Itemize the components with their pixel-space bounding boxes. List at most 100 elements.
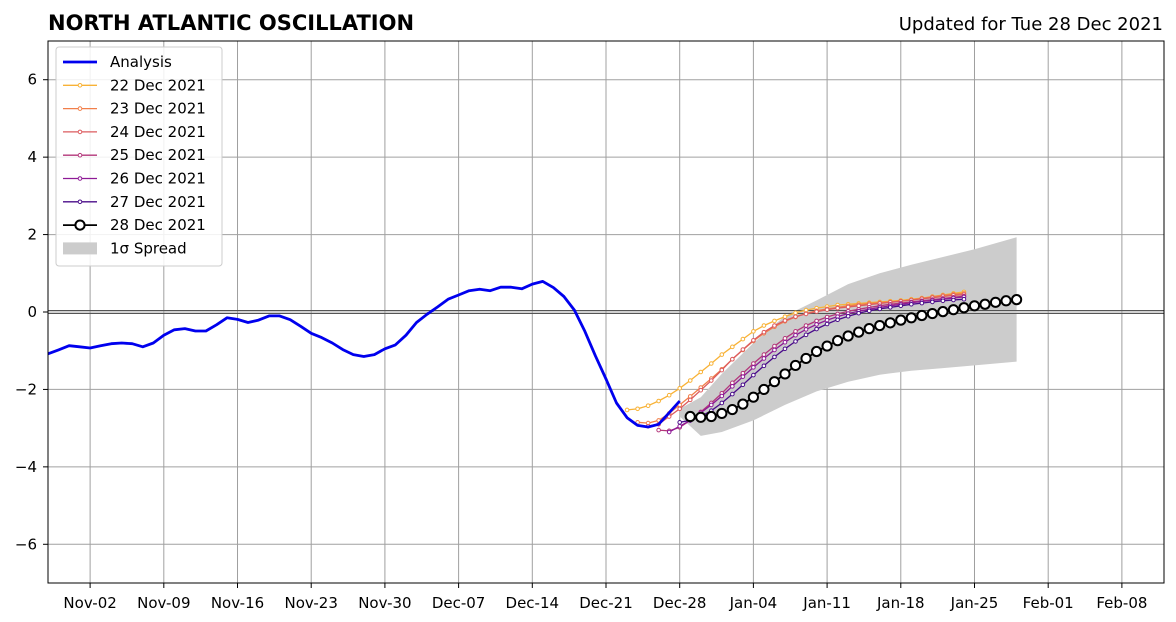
legend-swatch xyxy=(63,242,97,255)
series-point xyxy=(803,327,809,332)
legend-item: 24 Dec 2021 xyxy=(63,123,206,141)
legend-marker xyxy=(77,83,83,88)
legend-label: 23 Dec 2021 xyxy=(110,100,206,118)
series-point xyxy=(740,374,746,379)
series-point xyxy=(708,402,714,408)
x-tick-label: Nov-09 xyxy=(137,594,190,612)
y-tick-label: −2 xyxy=(15,380,37,398)
series-point xyxy=(874,319,886,332)
series-point xyxy=(793,332,798,338)
series-point xyxy=(761,323,767,328)
series-point xyxy=(772,343,777,349)
legend-item: Analysis xyxy=(63,53,172,71)
series-point xyxy=(877,306,883,312)
series-point xyxy=(835,317,840,323)
legend-label: 26 Dec 2021 xyxy=(110,170,206,188)
x-tick-label: Nov-16 xyxy=(211,594,264,612)
x-tick-label: Nov-30 xyxy=(358,594,411,612)
plot-frame xyxy=(47,40,1165,584)
series-point xyxy=(800,352,812,365)
series-point xyxy=(716,407,728,420)
series-point xyxy=(793,329,798,334)
x-tick-label: Feb-01 xyxy=(1023,594,1074,612)
series-point xyxy=(768,376,781,388)
series-point xyxy=(684,410,696,423)
series-point xyxy=(719,400,725,406)
series-point xyxy=(737,398,749,410)
legend-label: 25 Dec 2021 xyxy=(110,146,206,164)
series-point xyxy=(930,299,935,305)
legend-marker xyxy=(77,106,83,111)
series-point xyxy=(926,307,938,320)
series-point xyxy=(782,318,788,323)
x-tick-label: Jan-11 xyxy=(802,594,851,612)
series-point xyxy=(821,340,833,352)
series-point xyxy=(789,359,802,372)
series-point xyxy=(1011,294,1023,306)
series-point xyxy=(803,332,809,338)
series-point xyxy=(695,411,707,423)
legend-item: 26 Dec 2021 xyxy=(63,170,206,188)
series-point xyxy=(708,378,714,383)
series-point xyxy=(730,344,735,350)
x-tick-label: Jan-04 xyxy=(729,594,778,612)
series-point xyxy=(779,368,791,380)
series-point xyxy=(635,406,640,412)
series-point xyxy=(705,410,717,423)
series-point xyxy=(968,300,981,312)
series-point xyxy=(842,330,854,342)
series-point xyxy=(751,361,756,366)
series-point xyxy=(772,354,777,360)
legend-item: 22 Dec 2021 xyxy=(63,76,206,94)
series-point xyxy=(863,323,875,335)
series-point xyxy=(793,339,798,344)
x-tick-label: Jan-18 xyxy=(876,594,925,612)
legend-marker xyxy=(77,199,83,205)
x-tick-label: Dec-21 xyxy=(579,594,633,612)
series-point xyxy=(782,314,788,319)
series-point xyxy=(961,296,967,302)
series-point xyxy=(958,302,970,314)
series-point xyxy=(698,387,704,393)
series-point xyxy=(761,352,767,357)
axis-layer: Nov-02 Nov-09 Nov-16 Nov-23 Nov-30 Dec-07 Dec-… xyxy=(15,40,1165,612)
series-point xyxy=(666,429,672,435)
series-point xyxy=(919,300,925,306)
series-point xyxy=(677,406,682,412)
analysis-line xyxy=(47,279,681,429)
series-point xyxy=(884,317,896,329)
series-point xyxy=(772,347,777,353)
series-point xyxy=(1000,295,1012,307)
series-point xyxy=(645,403,651,408)
legend-marker xyxy=(74,219,86,231)
x-tick-label: Jan-25 xyxy=(950,594,999,612)
series-point xyxy=(810,345,823,358)
series-point xyxy=(824,321,830,327)
legend-label: 27 Dec 2021 xyxy=(110,193,206,211)
series-point xyxy=(832,335,844,347)
series-point xyxy=(730,391,735,397)
y-tick-label: 2 xyxy=(27,226,37,244)
legend-item: 23 Dec 2021 xyxy=(63,100,206,118)
series-point xyxy=(845,313,851,319)
series-point xyxy=(793,314,798,319)
series-point xyxy=(782,336,788,341)
series-point xyxy=(940,298,946,304)
legend-label: 24 Dec 2021 xyxy=(110,123,206,141)
x-tick-label: Dec-14 xyxy=(506,594,560,612)
series-point xyxy=(656,427,661,433)
series-point xyxy=(772,318,777,324)
series-point xyxy=(814,322,819,327)
legend-marker xyxy=(77,176,83,181)
series-point xyxy=(856,310,861,316)
series-point xyxy=(740,382,746,388)
legend-box xyxy=(55,46,223,267)
series-point xyxy=(666,392,672,398)
zero-line-layer xyxy=(48,310,1164,314)
series-point xyxy=(803,323,809,328)
series-point xyxy=(905,312,917,324)
series-point xyxy=(740,336,746,342)
legend-item: 25 Dec 2021 xyxy=(63,146,206,164)
series-point xyxy=(719,393,725,399)
series-line xyxy=(679,298,965,423)
